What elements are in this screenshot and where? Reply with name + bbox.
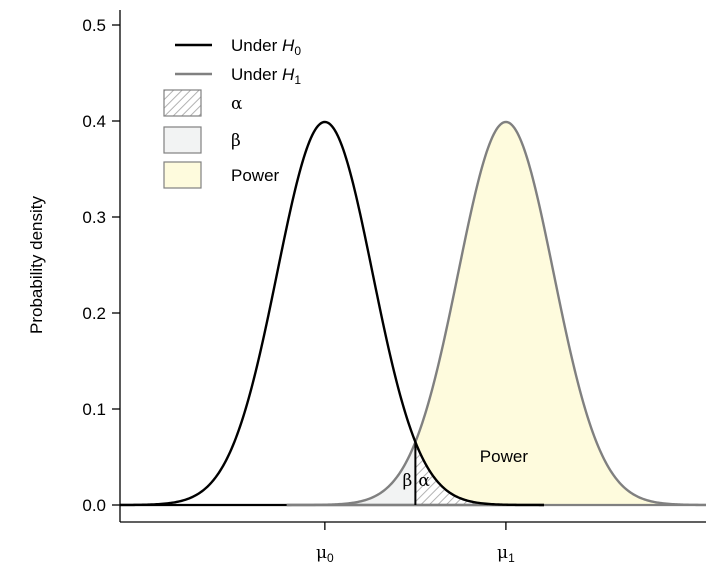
legend-item-h1: Under H1 (175, 65, 301, 87)
region-annotations: β α Power (403, 447, 529, 491)
legend-label: β (231, 131, 241, 151)
alpha-region (415, 442, 545, 505)
beta-annotation: β (403, 471, 413, 491)
y-tick-label: 0.1 (82, 400, 106, 419)
shaded-regions (315, 121, 706, 505)
h1-density-curve (286, 120, 706, 507)
legend: Under H0 Under H1 αβ Power (163, 36, 301, 189)
beta-region (315, 442, 416, 505)
legend-swatch (163, 126, 202, 154)
x-tick-label: μ1 (497, 543, 515, 565)
power-annotation: Power (480, 447, 529, 466)
power-region (415, 121, 706, 505)
legend-item-alpha: α (163, 89, 243, 117)
legend-label: Under H1 (231, 65, 301, 87)
y-tick-label: 0.5 (82, 16, 106, 35)
y-tick-label: 0.0 (82, 496, 106, 515)
legend-label: Power (231, 166, 280, 185)
legend-swatch (163, 89, 202, 117)
y-axis-title: Probability density (27, 196, 46, 334)
y-tick-label: 0.3 (82, 208, 106, 227)
legend-item-beta: β (163, 126, 241, 154)
legend-item-h0: Under H0 (175, 36, 301, 58)
y-tick-label: 0.4 (82, 112, 106, 131)
density-curves (120, 120, 706, 507)
y-axis-ticks: 0.0 0.1 0.2 0.3 0.4 0.5 (82, 16, 120, 515)
x-axis-ticks: μ0 μ1 (316, 522, 515, 565)
y-tick-label: 0.2 (82, 304, 106, 323)
x-tick-label: μ0 (316, 543, 334, 565)
legend-swatch (163, 161, 202, 189)
alpha-annotation: α (418, 471, 430, 491)
legend-item-power: Power (163, 161, 280, 189)
legend-label: Under H0 (231, 36, 301, 58)
h0-density-curve (120, 120, 545, 507)
legend-label: α (231, 94, 243, 114)
